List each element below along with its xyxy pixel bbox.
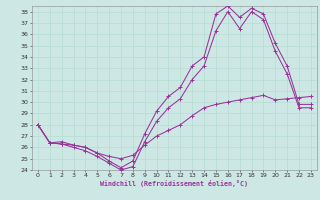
X-axis label: Windchill (Refroidissement éolien,°C): Windchill (Refroidissement éolien,°C) (100, 180, 248, 187)
